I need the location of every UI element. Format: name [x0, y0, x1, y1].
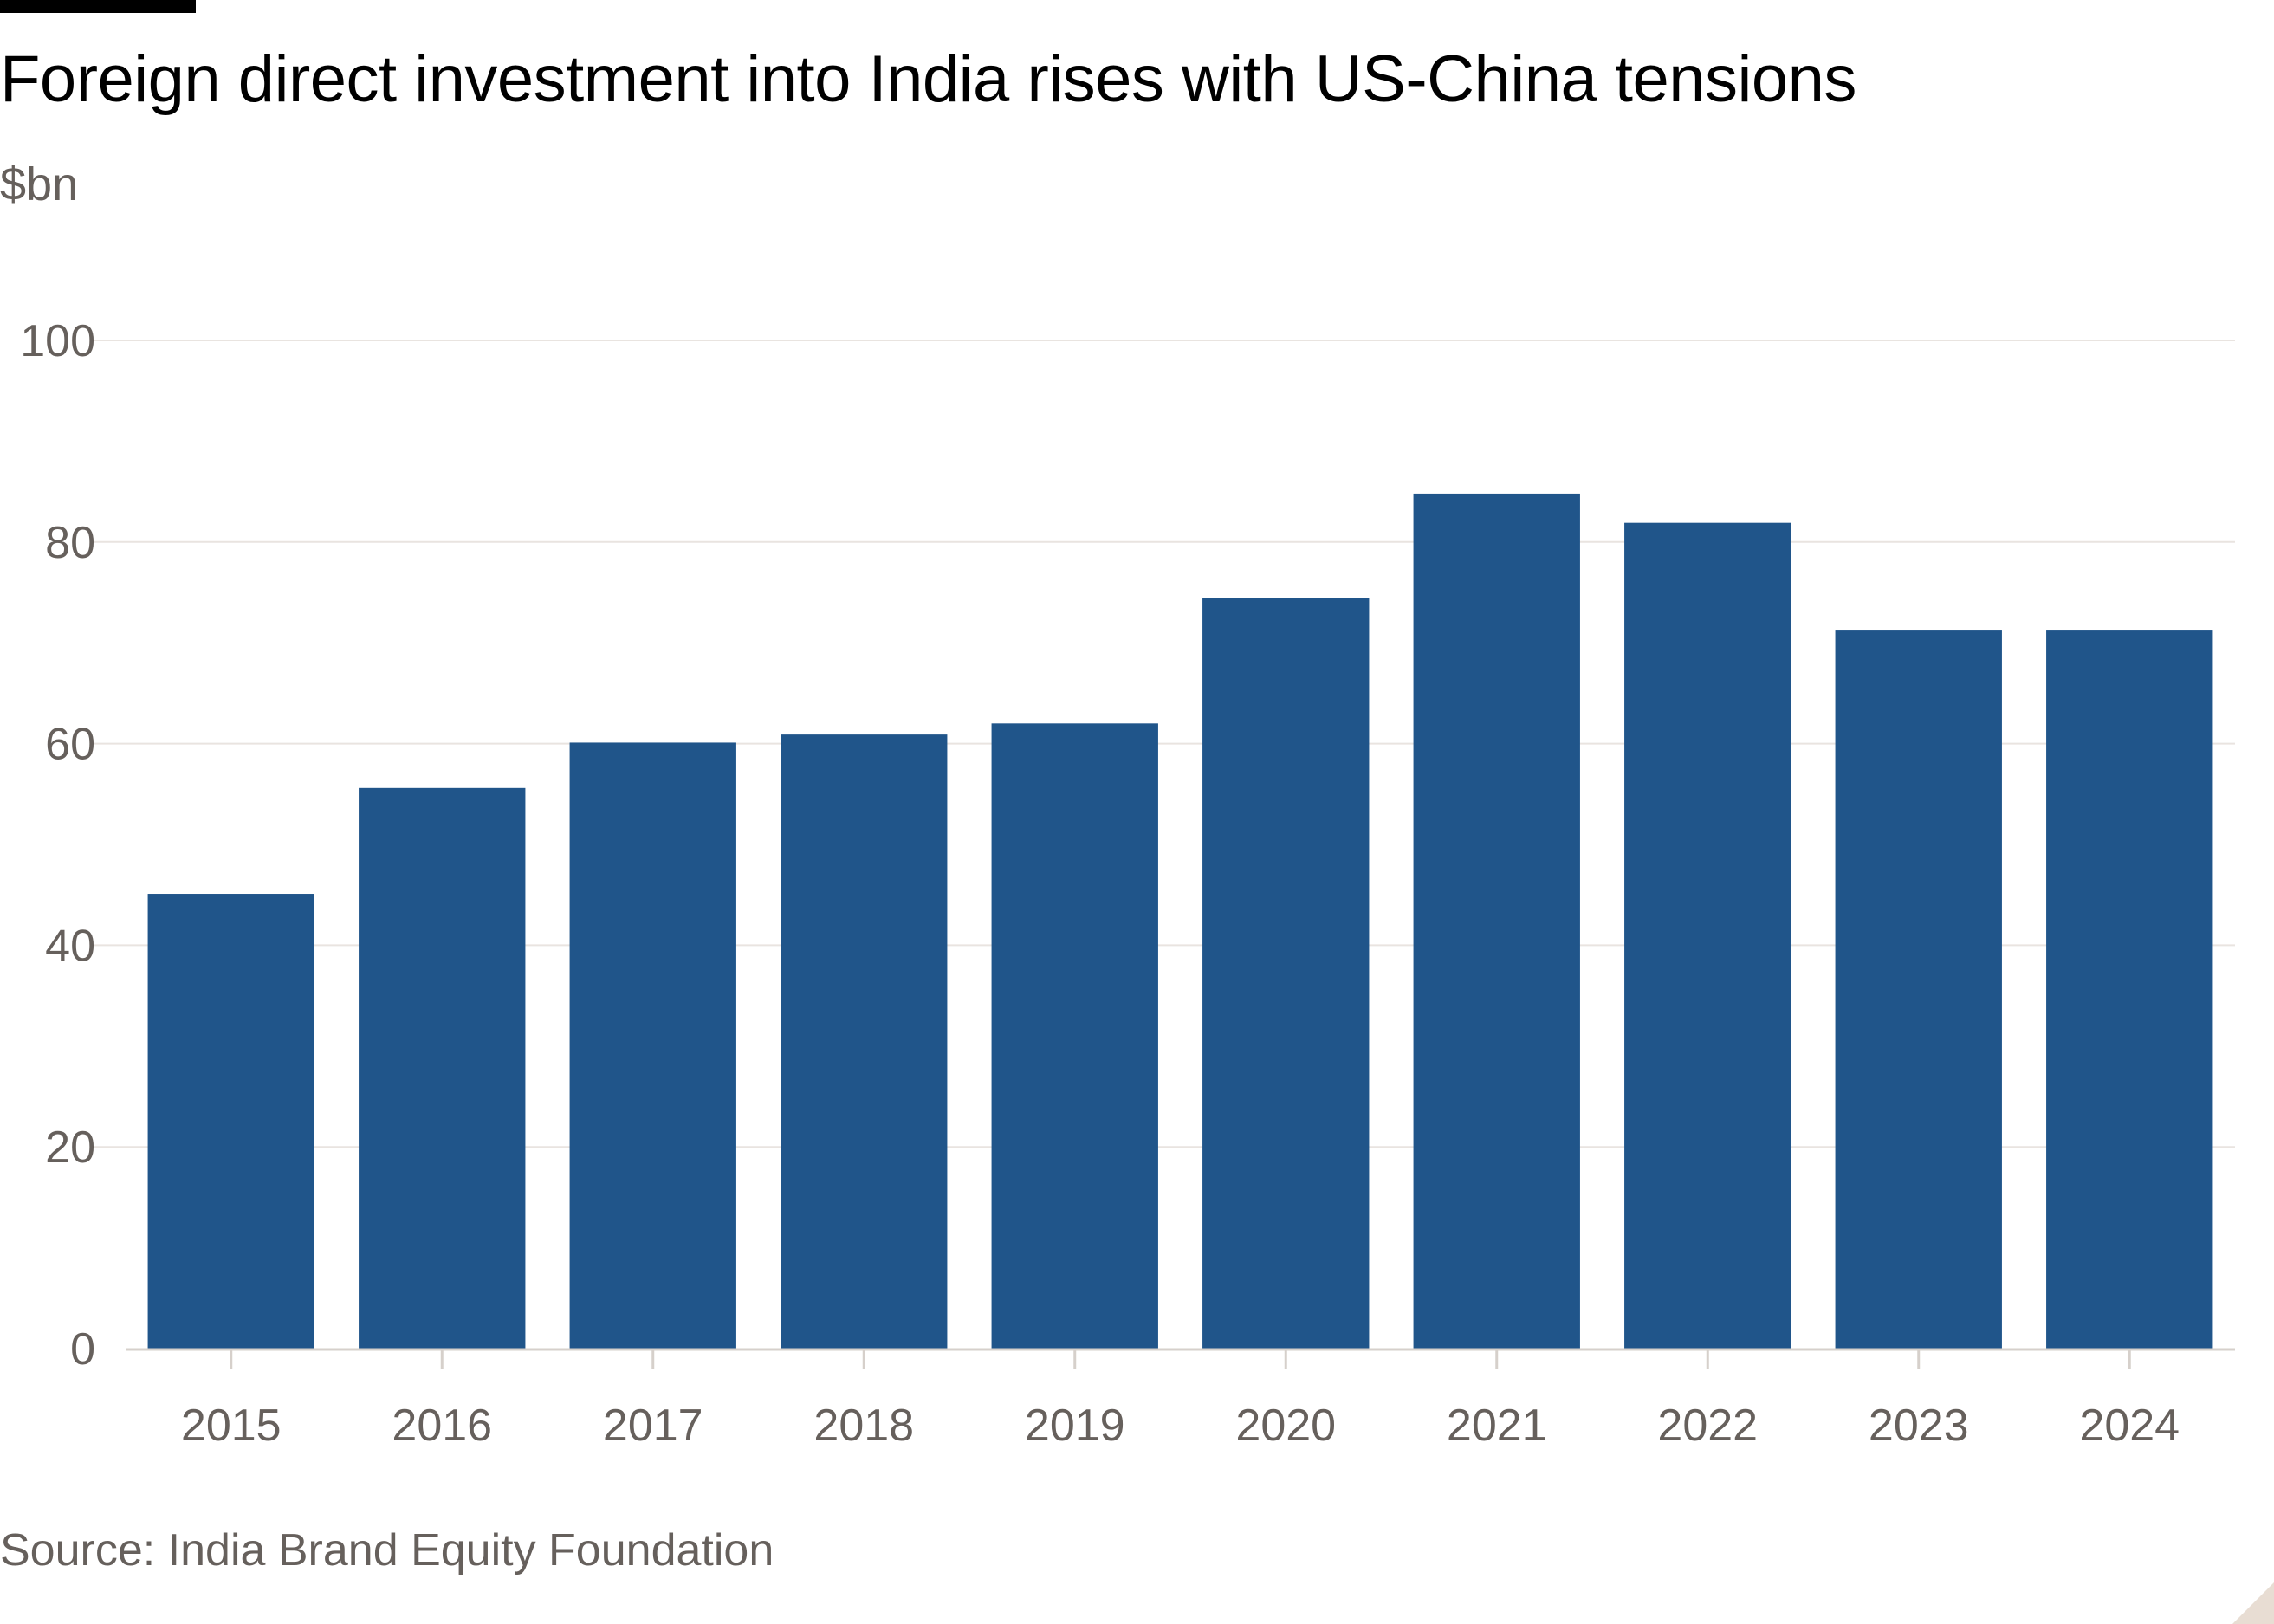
bar-2022: [1624, 522, 1791, 1349]
x-tick-label: 2024: [2079, 1401, 2180, 1451]
x-tick-label: 2018: [813, 1401, 914, 1451]
corner-mark: [2232, 1582, 2274, 1624]
x-tick-label: 2019: [1025, 1401, 1125, 1451]
x-tick-label: 2017: [603, 1401, 703, 1451]
y-tick-label: 100: [20, 316, 95, 366]
bar-2016: [359, 787, 526, 1349]
bar-2018: [781, 734, 948, 1349]
bar-2024: [2046, 630, 2213, 1349]
y-axis-ticks: 0 20 40 60 80 100: [20, 316, 95, 1375]
source-note: Source: India Brand Equity Foundation: [0, 1525, 774, 1575]
x-tick-label: 2021: [1447, 1401, 1547, 1451]
y-tick-label: 80: [45, 518, 95, 568]
x-tick-label: 2016: [392, 1401, 492, 1451]
y-tick-label: 0: [70, 1324, 95, 1375]
bars: [147, 493, 2213, 1349]
x-tick-label: 2020: [1235, 1401, 1336, 1451]
x-axis-ticks: 2015 2016 2017 2018 2019 2020 2021 2022 2023 2024: [181, 1350, 2180, 1451]
x-tick-label: 2015: [181, 1401, 282, 1451]
y-axis-unit: $bn: [0, 159, 79, 210]
bar-2020: [1202, 598, 1370, 1349]
bar-2023: [1835, 630, 2002, 1349]
y-tick-label: 60: [45, 720, 95, 770]
top-rule: [0, 0, 196, 13]
bar-2019: [991, 723, 1158, 1349]
x-tick-label: 2023: [1869, 1401, 1969, 1451]
chart-title: Foreign direct investment into India ris…: [0, 42, 1856, 116]
y-tick-label: 20: [45, 1123, 95, 1173]
bar-2015: [147, 894, 314, 1349]
bar-2021: [1413, 493, 1580, 1349]
y-tick-label: 40: [45, 921, 95, 971]
x-tick-label: 2022: [1657, 1401, 1758, 1451]
bar-2017: [569, 742, 736, 1349]
